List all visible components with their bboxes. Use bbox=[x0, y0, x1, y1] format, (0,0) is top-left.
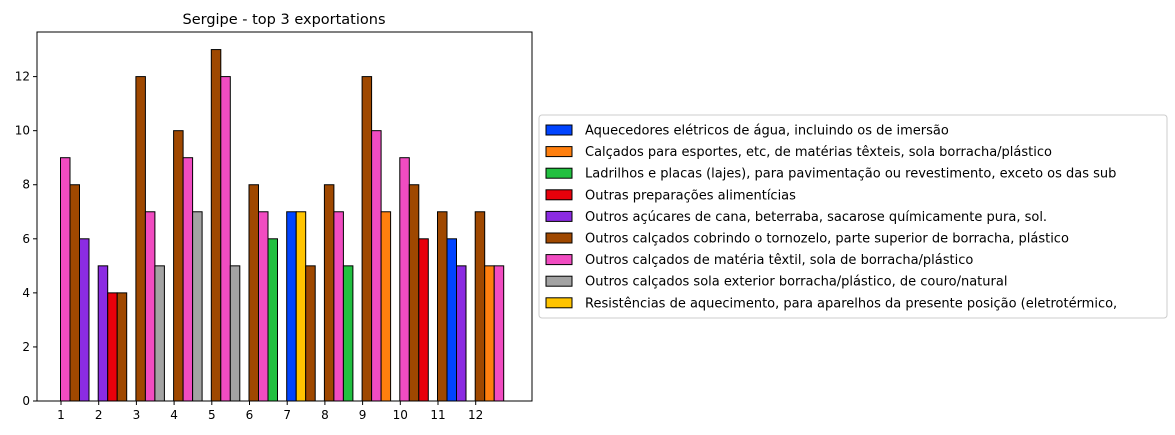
y-tick-label: 4 bbox=[22, 286, 30, 300]
bar-8-s6 bbox=[333, 211, 344, 402]
bar-4-s6 bbox=[182, 157, 194, 402]
bar-6-s6 bbox=[258, 211, 269, 402]
bar-1-s6 bbox=[60, 157, 71, 402]
x-tick-label: 4 bbox=[170, 408, 178, 422]
x-tick-label: 8 bbox=[321, 408, 329, 422]
x-tick-label: 3 bbox=[133, 408, 141, 422]
bars-layer bbox=[60, 49, 505, 402]
legend-swatch bbox=[545, 124, 573, 136]
chart-title: Sergipe - top 3 exportations bbox=[182, 12, 385, 28]
bar-6-s5 bbox=[248, 184, 259, 402]
bar-7-s0 bbox=[286, 211, 297, 402]
bar-3-s5 bbox=[135, 76, 146, 402]
bar-11-s5 bbox=[437, 211, 448, 402]
bar-2-s4 bbox=[97, 265, 109, 402]
legend-swatch bbox=[545, 210, 573, 222]
bar-6-s2 bbox=[267, 238, 278, 402]
legend-label: Aquecedores elétricos de água, incluindo… bbox=[585, 124, 949, 139]
legend-swatch bbox=[545, 146, 573, 158]
legend-label: Outras preparações alimentícias bbox=[585, 188, 796, 203]
plot-frame bbox=[36, 31, 533, 402]
x-tick-label: 1 bbox=[57, 408, 65, 422]
x-tick-label: 5 bbox=[208, 408, 216, 422]
y-tick-label: 6 bbox=[22, 232, 30, 246]
y-tick-label: 0 bbox=[22, 394, 30, 408]
legend: Aquecedores elétricos de água, incluindo… bbox=[538, 114, 1168, 319]
bar-3-s6 bbox=[144, 211, 156, 402]
y-tick-label: 10 bbox=[15, 124, 30, 138]
bar-7-s8 bbox=[295, 211, 307, 402]
x-tick-label: 12 bbox=[468, 408, 483, 422]
bar-10-s5 bbox=[408, 184, 420, 402]
bar-10-s6 bbox=[399, 157, 410, 402]
x-tick-label: 2 bbox=[95, 408, 103, 422]
y-tick-label: 12 bbox=[15, 70, 30, 84]
bar-8-s5 bbox=[323, 184, 335, 402]
legend-label: Outros calçados cobrindo o tornozelo, pa… bbox=[585, 232, 1069, 247]
bar-12-s1 bbox=[484, 265, 495, 402]
legend-label: Resistências de aquecimento, para aparel… bbox=[585, 296, 1117, 311]
bar-1-s5 bbox=[69, 184, 80, 402]
bar-9-s5 bbox=[361, 76, 373, 402]
bar-9-s6 bbox=[371, 130, 382, 402]
legend-swatch bbox=[545, 297, 573, 309]
x-tick-label: 10 bbox=[393, 408, 408, 422]
bar-7-s5 bbox=[305, 265, 316, 402]
bar-8-s2 bbox=[342, 265, 354, 402]
bar-5-s5 bbox=[210, 49, 222, 402]
bar-9-s1 bbox=[380, 211, 392, 402]
legend-swatch bbox=[545, 167, 573, 179]
bar-2-s5 bbox=[116, 292, 128, 402]
legend-label: Outros calçados de matéria têxtil, sola … bbox=[585, 253, 973, 268]
legend-label: Outros açúcares de cana, beterraba, saca… bbox=[585, 210, 1047, 225]
bar-3-s7 bbox=[154, 265, 165, 402]
bar-4-s5 bbox=[173, 130, 184, 402]
legend-swatch bbox=[545, 232, 573, 244]
legend-box bbox=[538, 114, 1168, 319]
bar-12-s6 bbox=[493, 265, 505, 402]
bar-12-s5 bbox=[474, 211, 486, 402]
legend-label: Calçados para esportes, etc, de matérias… bbox=[585, 145, 1052, 160]
bar-4-s7 bbox=[192, 211, 203, 402]
y-tick-label: 8 bbox=[22, 178, 30, 192]
bar-11-s0 bbox=[446, 238, 457, 402]
legend-label: Outros calçados sola exterior borracha/p… bbox=[585, 275, 1007, 290]
legend-swatch bbox=[545, 189, 573, 201]
y-tick-label: 2 bbox=[22, 340, 30, 354]
legend-label: Ladrilhos e placas (lajes), para pavimen… bbox=[585, 167, 1116, 182]
legend-swatch bbox=[545, 275, 573, 287]
x-tick-label: 9 bbox=[359, 408, 367, 422]
bar-10-s3 bbox=[418, 238, 429, 402]
x-tick-label: 6 bbox=[246, 408, 254, 422]
bar-5-s7 bbox=[229, 265, 241, 402]
bar-1-s4 bbox=[79, 238, 90, 402]
legend-swatch bbox=[545, 254, 573, 266]
bar-11-s4 bbox=[456, 265, 467, 402]
x-tick-label: 11 bbox=[430, 408, 445, 422]
bar-2-s3 bbox=[107, 292, 118, 402]
x-tick-label: 7 bbox=[283, 408, 291, 422]
bar-5-s6 bbox=[220, 76, 231, 402]
